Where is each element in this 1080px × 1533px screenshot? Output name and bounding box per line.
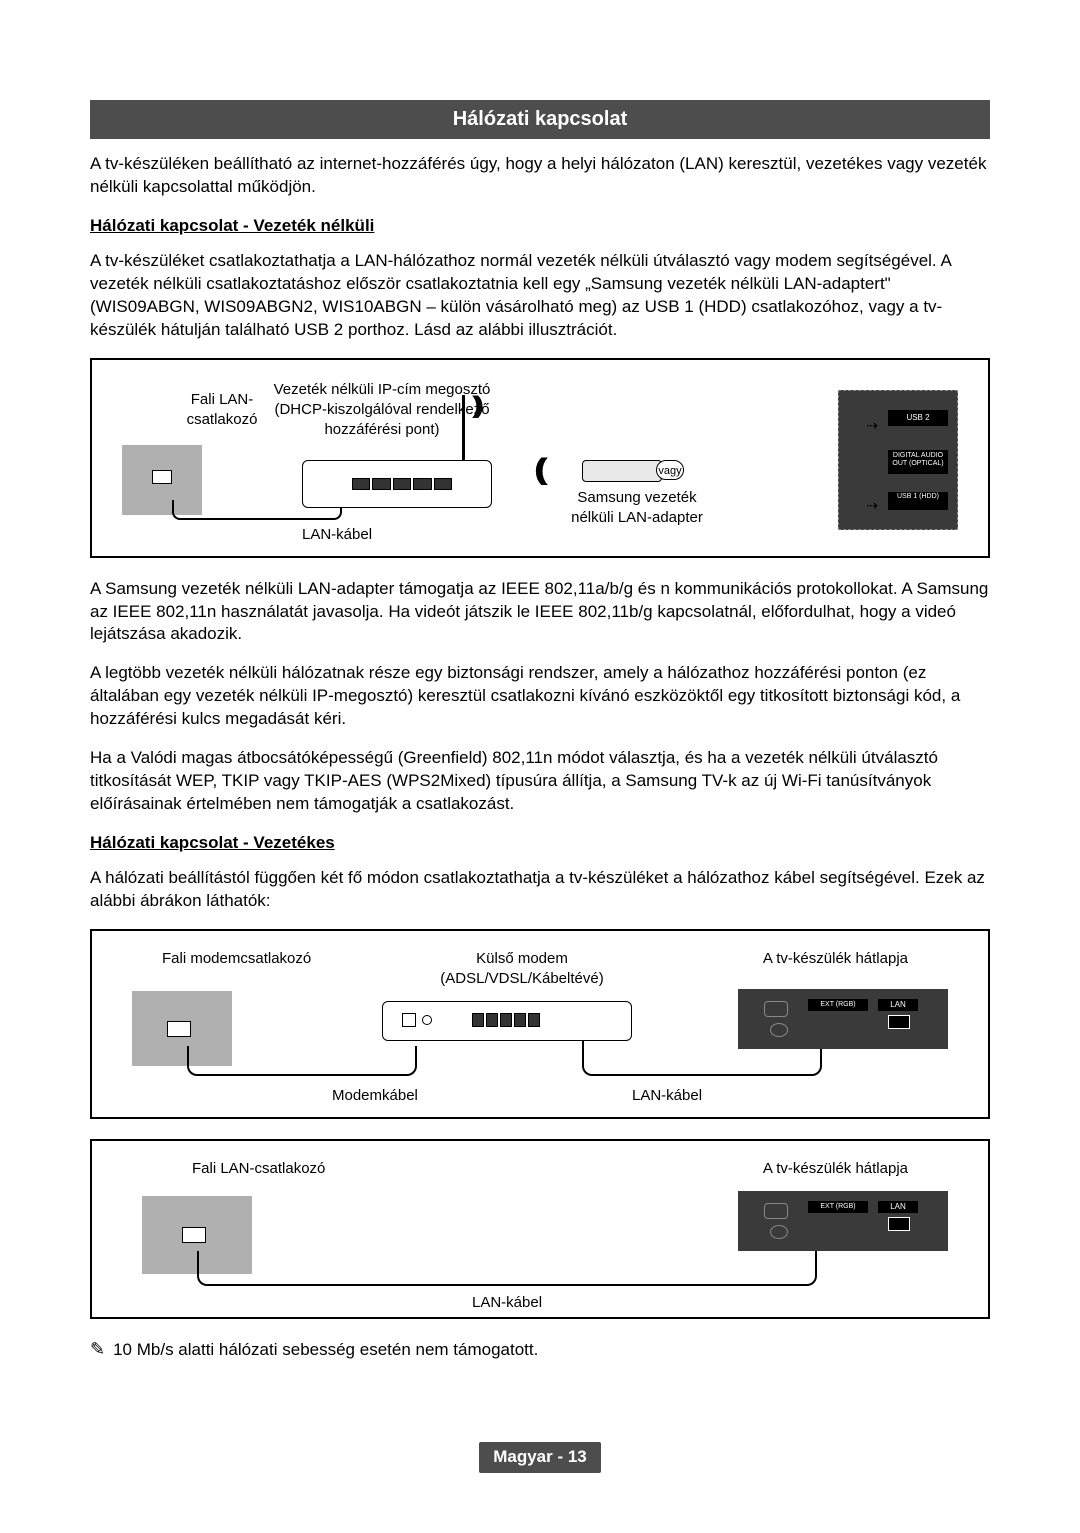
lan-port-graphic bbox=[888, 1015, 910, 1029]
external-modem-label: Külső modem (ADSL/VDSL/Kábeltévé) bbox=[422, 949, 622, 990]
wifi-signal-icon: ))) bbox=[542, 450, 548, 491]
note: ✎ 10 Mb/s alatti hálózati sebesség eseté… bbox=[90, 1339, 990, 1362]
page-number-badge: Magyar - 13 bbox=[479, 1442, 601, 1473]
tv-port-icon bbox=[764, 1203, 788, 1219]
wired-p1: A hálózati beállítástól függően két fő m… bbox=[90, 867, 990, 913]
modem-lan-ports bbox=[472, 1013, 540, 1027]
intro-paragraph: A tv-készüléken beállítható az internet-… bbox=[90, 153, 990, 199]
lan-cable-label: LAN-kábel bbox=[302, 525, 372, 545]
wired-heading: Hálózati kapcsolat - Vezetékes bbox=[90, 832, 990, 855]
tv-port-icon bbox=[764, 1001, 788, 1017]
wall-port-label: Fali LAN-csatlakozó bbox=[162, 390, 282, 431]
lan-cable-line bbox=[197, 1251, 817, 1286]
access-point-label: Vezeték nélküli IP-cím megosztó (DHCP-ki… bbox=[272, 380, 492, 441]
usb1-port-label: USB 1 (HDD) bbox=[888, 492, 948, 510]
wireless-heading: Hálózati kapcsolat - Vezeték nélküli bbox=[90, 215, 990, 238]
or-label: vagy bbox=[656, 460, 684, 480]
tv-back-label: A tv-készülék hátlapja bbox=[763, 949, 908, 969]
wireless-p4: Ha a Valódi magas átbocsátóképességű (Gr… bbox=[90, 747, 990, 816]
page-footer: Magyar - 13 bbox=[90, 1442, 990, 1473]
lan-cable-label: LAN-kábel bbox=[632, 1086, 702, 1106]
wall-modem-label: Fali modemcsatlakozó bbox=[162, 949, 311, 969]
wireless-p3: A legtöbb vezeték nélküli hálózatnak rés… bbox=[90, 662, 990, 731]
tv-port-icon bbox=[770, 1023, 788, 1037]
wall-port-graphic bbox=[182, 1227, 206, 1243]
wired-diagram-modem: Fali modemcsatlakozó Külső modem (ADSL/V… bbox=[90, 929, 990, 1119]
tv-back-label: A tv-készülék hátlapja bbox=[763, 1159, 908, 1179]
optical-port-label: DIGITAL AUDIO OUT (OPTICAL) bbox=[888, 450, 948, 474]
modem-front-ports bbox=[402, 1013, 432, 1027]
antenna-graphic bbox=[462, 395, 465, 460]
modem-cable-label: Modemkábel bbox=[332, 1086, 418, 1106]
tv-port-icon bbox=[770, 1225, 788, 1239]
tv-back-panel bbox=[738, 1191, 948, 1251]
wireless-p2: A Samsung vezeték nélküli LAN-adapter tá… bbox=[90, 578, 990, 647]
wireless-diagram: Fali LAN-csatlakozó Vezeték nélküli IP-c… bbox=[90, 358, 990, 558]
ext-port-label: EXT (RGB) bbox=[808, 1201, 868, 1213]
dongle-label: Samsung vezeték nélküli LAN-adapter bbox=[562, 488, 712, 529]
wireless-p1: A tv-készüléket csatlakoztathatja a LAN-… bbox=[90, 250, 990, 342]
lan-port-label: LAN bbox=[878, 1201, 918, 1213]
note-icon: ✎ bbox=[90, 1339, 105, 1361]
lan-port-label: LAN bbox=[878, 999, 918, 1011]
wifi-dongle-graphic bbox=[582, 460, 662, 482]
ext-port-label: EXT (RGB) bbox=[808, 999, 868, 1011]
section-header: Hálózati kapcsolat bbox=[90, 100, 990, 139]
wired-diagram-direct: Fali LAN-csatlakozó A tv-készülék hátlap… bbox=[90, 1139, 990, 1319]
modem-cable-line bbox=[187, 1046, 417, 1076]
tv-back-panel bbox=[738, 989, 948, 1049]
wall-port-graphic bbox=[152, 470, 172, 484]
router-ports bbox=[352, 478, 452, 490]
wall-lan-label: Fali LAN-csatlakozó bbox=[192, 1159, 325, 1179]
arrow-icon: ⇢ bbox=[866, 416, 878, 435]
wifi-signal-icon: ))) bbox=[472, 390, 478, 422]
lan-cable-label: LAN-kábel bbox=[472, 1293, 542, 1313]
lan-port-graphic bbox=[888, 1217, 910, 1231]
wall-port-graphic bbox=[167, 1021, 191, 1037]
note-text: 10 Mb/s alatti hálózati sebesség esetén … bbox=[113, 1339, 538, 1362]
arrow-icon: ⇢ bbox=[866, 496, 878, 515]
usb2-port-label: USB 2 bbox=[888, 410, 948, 426]
